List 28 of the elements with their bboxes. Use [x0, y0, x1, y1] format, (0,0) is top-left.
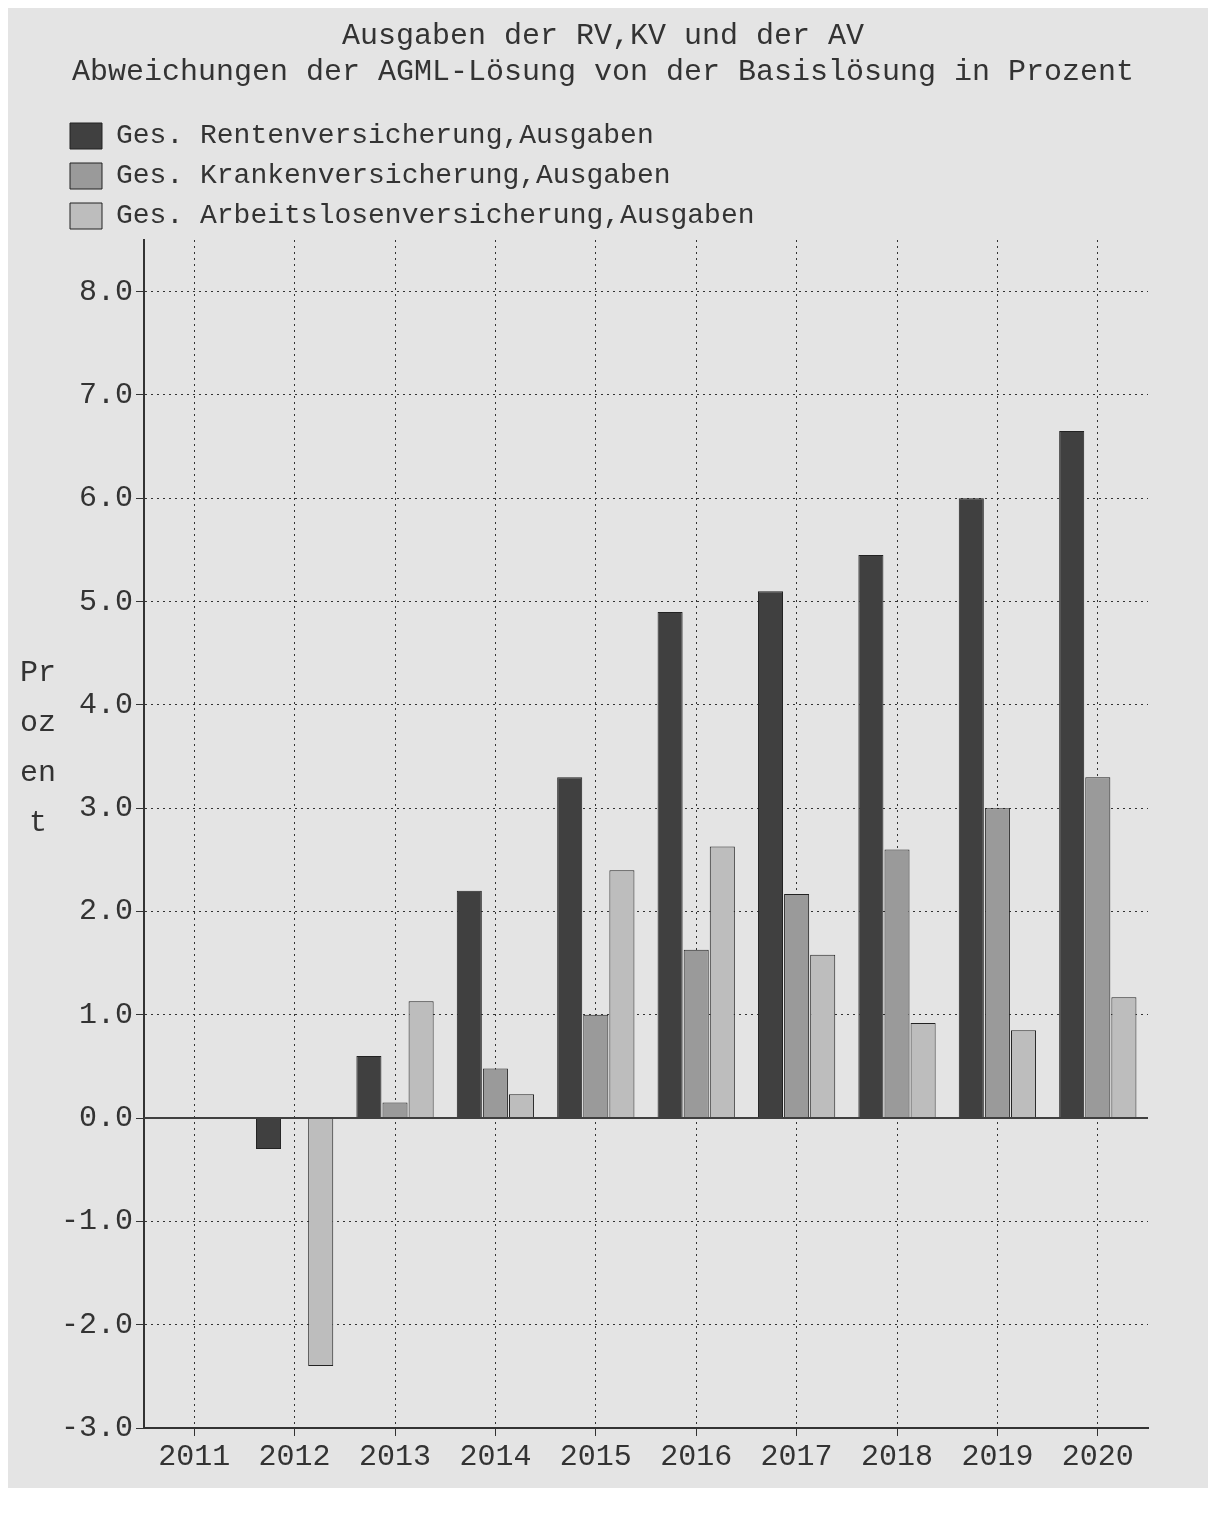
- y-tick-label: 0.0: [79, 1101, 134, 1136]
- y-tick-label: -2.0: [61, 1307, 134, 1342]
- x-tick-label: 2016: [660, 1439, 733, 1474]
- x-tick-label: 2017: [760, 1439, 833, 1474]
- x-tick-label: 2018: [861, 1439, 934, 1474]
- x-tick-label: 2013: [359, 1439, 432, 1474]
- y-tick-label: 3.0: [79, 791, 134, 826]
- x-tick-label: 2020: [1061, 1439, 1134, 1474]
- legend-label: Ges. Arbeitslosenversicherung,Ausgaben: [116, 200, 755, 232]
- y-tick-label: 8.0: [79, 274, 134, 309]
- y-axis-title: Prozent: [19, 655, 57, 842]
- y-tick-label: -1.0: [61, 1204, 134, 1239]
- x-tick-label: 2012: [258, 1439, 331, 1474]
- y-tick-label: 7.0: [79, 377, 134, 412]
- x-tick-label: 2019: [961, 1439, 1034, 1474]
- x-tick-label: 2014: [459, 1439, 532, 1474]
- text: Abweichungen der AGML-Lösung von der Basislösung in Prozent: [71, 54, 1135, 89]
- y-tick-label: 4.0: [79, 687, 134, 722]
- text: Ausgaben der RV,KV und der AV: [341, 18, 865, 53]
- y-tick-label: 6.0: [79, 481, 134, 516]
- x-tick-label: 2015: [559, 1439, 632, 1474]
- y-tick-label: 5.0: [79, 584, 134, 619]
- legend-label: Ges. Rentenversicherung,Ausgaben: [116, 120, 654, 152]
- y-tick-label: -3.0: [61, 1410, 134, 1445]
- y-tick-label: 1.0: [79, 997, 134, 1032]
- legend-label: Ges. Krankenversicherung,Ausgaben: [116, 160, 671, 192]
- x-tick-label: 2011: [158, 1439, 231, 1474]
- y-tick-label: 2.0: [79, 894, 134, 929]
